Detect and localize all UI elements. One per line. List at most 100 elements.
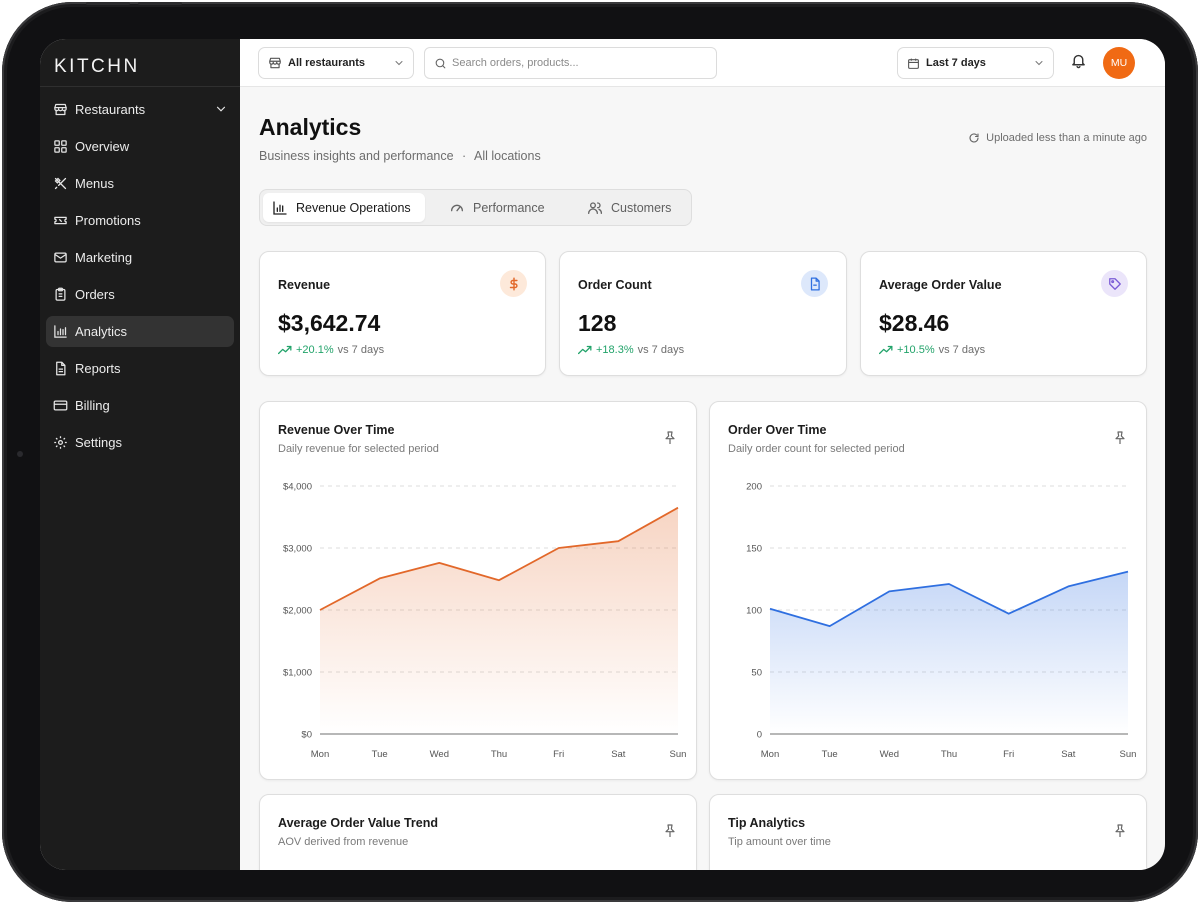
utensils-icon xyxy=(52,176,68,192)
sidebar-item-orders[interactable]: Orders xyxy=(46,279,234,310)
app-logo[interactable]: KITCHN xyxy=(54,56,140,77)
x-tick-label: Fri xyxy=(553,749,564,760)
page-subtitle: Business insights and performance · All … xyxy=(259,149,541,163)
volume-button xyxy=(138,2,182,5)
chart-card-revenue-over-time: $0 $1,000 $2,000 $3,000 $4,000 Mon Tue Wed Thu Fr… xyxy=(259,401,697,780)
tab-customers[interactable]: Customers xyxy=(578,193,690,222)
mail-icon xyxy=(52,250,68,266)
search-input[interactable]: Search orders, products... xyxy=(424,47,717,79)
x-tick-label: Thu xyxy=(941,749,957,760)
notifications-button[interactable] xyxy=(1063,48,1093,78)
kpi-label: Revenue xyxy=(278,278,331,292)
sidebar-item-settings[interactable]: Settings xyxy=(46,427,234,458)
avatar[interactable]: MU xyxy=(1103,47,1135,79)
receipt-icon xyxy=(801,270,828,297)
main-content: Analytics Business insights and performa… xyxy=(240,87,1165,870)
chart-subtitle: Tip amount over time xyxy=(728,836,831,848)
sidebar-item-menus[interactable]: Menus xyxy=(46,168,234,199)
sidebar-item-reports[interactable]: Reports xyxy=(46,353,234,384)
chevron-down-icon xyxy=(1033,57,1045,69)
clipboard-icon xyxy=(52,287,68,303)
sidebar-item-overview[interactable]: Overview xyxy=(46,131,234,162)
sidebar-item-billing[interactable]: Billing xyxy=(46,390,234,421)
trend-up-icon xyxy=(277,345,292,355)
area-fill xyxy=(770,571,1128,734)
sidebar-item-label: Analytics xyxy=(75,324,128,339)
sidebar-nav: Restaurants Overview Menus Promotions xyxy=(40,87,240,458)
y-tick-label: 50 xyxy=(751,668,762,679)
sidebar-item-restaurants[interactable]: Restaurants xyxy=(46,94,234,125)
x-tick-label: Wed xyxy=(880,749,899,760)
sidebar-item-label: Restaurants xyxy=(75,102,146,117)
x-tick-label: Wed xyxy=(430,749,449,760)
chart-title: Order Over Time xyxy=(728,423,827,437)
sidebar: KITCHN Restaurants Overview Menus xyxy=(40,39,240,870)
x-tick-label: Sat xyxy=(611,749,626,760)
kpi-card-revenue: Revenue $3,642.74 +20.1% vs 7 days xyxy=(259,251,546,376)
sidebar-item-label: Overview xyxy=(75,139,130,154)
store-icon xyxy=(268,56,282,70)
x-tick-label: Thu xyxy=(491,749,507,760)
credit-card-icon xyxy=(52,398,68,414)
tab-label: Performance xyxy=(473,200,545,215)
chevron-down-icon[interactable] xyxy=(214,102,228,116)
trend-up-icon xyxy=(577,345,592,355)
pin-icon[interactable] xyxy=(1112,430,1128,446)
kpi-value: $3,642.74 xyxy=(278,310,381,336)
tab-revenue-operations[interactable]: Revenue Operations xyxy=(263,193,425,222)
sidebar-item-label: Promotions xyxy=(75,213,141,228)
chart-card-tip-analytics: Tip Analytics Tip amount over time xyxy=(709,794,1147,870)
y-tick-label: $4,000 xyxy=(283,482,312,493)
calendar-icon xyxy=(907,57,920,70)
dollar-icon xyxy=(500,270,527,297)
app-screen: KITCHN Restaurants Overview Menus xyxy=(40,39,1165,870)
x-tick-label: Sat xyxy=(1061,749,1076,760)
volume-button xyxy=(86,2,130,5)
pin-icon[interactable] xyxy=(1112,823,1128,839)
tag-icon xyxy=(1101,270,1128,297)
gear-icon xyxy=(52,435,68,451)
sidebar-item-label: Orders xyxy=(75,287,115,302)
sidebar-item-promotions[interactable]: Promotions xyxy=(46,205,234,236)
y-tick-label: 200 xyxy=(746,482,762,493)
location-text: All locations xyxy=(474,149,541,163)
kpi-value: $28.46 xyxy=(879,310,950,336)
pin-icon[interactable] xyxy=(662,430,678,446)
sidebar-item-marketing[interactable]: Marketing xyxy=(46,242,234,273)
chevron-down-icon xyxy=(393,57,405,69)
kpi-card-order-count: Order Count 128 +18.3% vs 7 days xyxy=(559,251,847,376)
topbar: All restaurants Search orders, products.… xyxy=(240,39,1165,87)
sidebar-item-label: Marketing xyxy=(75,250,133,265)
kpi-delta: +20.1% vs 7 days xyxy=(277,344,385,356)
series-line xyxy=(769,570,1129,627)
upload-status: Uploaded less than a minute ago xyxy=(968,132,1147,144)
trend-up-icon xyxy=(878,345,893,355)
y-tick-label: 0 xyxy=(757,730,762,741)
chart-subtitle: AOV derived from revenue xyxy=(278,836,409,848)
x-tick-label: Fri xyxy=(1003,749,1014,760)
kpi-delta: +18.3% vs 7 days xyxy=(577,344,684,356)
restaurant-select[interactable]: All restaurants xyxy=(258,47,414,79)
date-range-select[interactable]: Last 7 days xyxy=(897,47,1054,79)
tab-label: Revenue Operations xyxy=(296,200,411,215)
tab-performance[interactable]: Performance xyxy=(440,193,558,222)
y-tick-label: $0 xyxy=(301,730,312,741)
sidebar-item-analytics[interactable]: Analytics xyxy=(46,316,234,347)
bar-chart-icon xyxy=(272,200,288,216)
y-tick-label: $3,000 xyxy=(283,544,312,555)
refresh-icon[interactable] xyxy=(968,132,980,144)
logo-row: KITCHN xyxy=(40,39,240,87)
sidebar-item-label: Menus xyxy=(75,176,115,191)
upload-status-text: Uploaded less than a minute ago xyxy=(986,132,1147,144)
pin-icon[interactable] xyxy=(662,823,678,839)
revenue-over-time-chart: $0 $1,000 $2,000 $3,000 $4,000 Mon Tue Wed Thu Fr… xyxy=(283,482,687,761)
search-icon xyxy=(434,57,447,70)
chart-card-aov-trend: Average Order Value Trend AOV derived fr… xyxy=(259,794,697,870)
kpi-delta-comparison: vs 7 days xyxy=(337,344,385,356)
x-tick-label: Tue xyxy=(372,749,388,760)
chart-subtitle: Daily order count for selected period xyxy=(728,443,905,455)
chart-subtitle: Daily revenue for selected period xyxy=(278,443,439,455)
ticket-icon xyxy=(52,213,68,229)
kpi-delta-value: +20.1% xyxy=(296,344,334,356)
